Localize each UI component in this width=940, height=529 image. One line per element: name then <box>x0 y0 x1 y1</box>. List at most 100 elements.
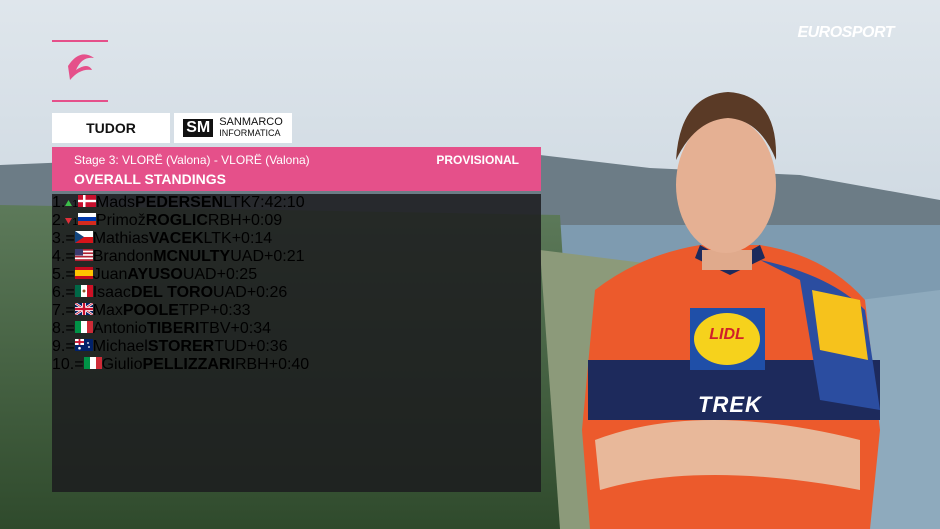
flag-icon <box>77 213 96 225</box>
position-change: = <box>65 230 75 247</box>
time: +0:36 <box>247 338 288 355</box>
sponsor-text: TUDOR <box>86 120 136 136</box>
flag <box>74 230 93 247</box>
flag-icon <box>74 339 93 351</box>
standing-row: 1. 1 MadsPEDERSENLTK7:42:10 <box>52 194 541 212</box>
standing-row: 8.= AntonioTIBERITBV+0:34 <box>52 320 541 338</box>
jersey-team: TREK <box>698 392 762 417</box>
time: +0:26 <box>246 284 288 301</box>
standing-row: 4.= BrandonMCNULTYUAD+0:21 <box>52 248 541 266</box>
flag <box>74 338 93 355</box>
time: +0:34 <box>230 320 272 337</box>
stage-name: Stage 3: VLORË (Valona) - VLORË (Valona) <box>74 153 310 167</box>
time: +0:33 <box>210 302 251 319</box>
last-name: STORER <box>147 338 215 355</box>
rank: 1. <box>52 194 66 211</box>
position-change: 1 <box>72 199 78 210</box>
rank: 2. <box>52 212 66 229</box>
rank: 7. <box>52 302 66 319</box>
time: +0:09 <box>241 212 283 229</box>
jersey-brand: LIDL <box>709 326 745 343</box>
position-change: 1 <box>72 217 78 228</box>
flag <box>74 284 93 301</box>
position-change: = <box>74 356 84 373</box>
rank: 10. <box>52 356 75 373</box>
team: LTK <box>203 230 232 247</box>
standing-row: 3.= MathiasVACEKLTK+0:14 <box>52 230 541 248</box>
trend-arrow <box>65 200 73 206</box>
standing-row: 9.= MichaelSTORERTUD+0:36 <box>52 338 541 356</box>
first-name: Max <box>92 302 123 319</box>
first-name: Mathias <box>92 230 149 247</box>
position-change: = <box>65 248 75 265</box>
position-change: = <box>65 266 75 283</box>
flag-icon <box>74 249 93 261</box>
time: +0:21 <box>264 248 305 265</box>
trend-arrow <box>65 218 73 224</box>
first-name: Brandon <box>92 248 154 265</box>
position-change: = <box>65 338 75 355</box>
first-name: Isaac <box>92 284 131 301</box>
team: UAD <box>182 266 217 283</box>
last-name: POOLE <box>122 302 179 319</box>
time: +0:25 <box>216 266 258 283</box>
standing-row: 10.= GiulioPELLIZZARIRBH+0:40 <box>52 356 541 374</box>
flag-icon <box>74 267 93 279</box>
position-change: = <box>65 284 75 301</box>
flag <box>77 212 96 229</box>
flag-icon <box>74 285 93 297</box>
rank: 9. <box>52 338 66 355</box>
flag <box>74 248 93 265</box>
time: +0:14 <box>231 230 273 247</box>
sponsor-sanmarco: SM SANMARCO INFORMATICA <box>174 113 292 143</box>
rank: 8. <box>52 320 66 337</box>
team: RBH <box>207 212 242 229</box>
standing-row: 6.= IsaacDEL TOROUAD+0:26 <box>52 284 541 302</box>
flag-icon <box>74 321 93 333</box>
flag-icon <box>77 195 96 207</box>
position-change: = <box>65 302 75 319</box>
last-name: PEDERSEN <box>135 194 224 211</box>
last-name: DEL TORO <box>130 284 214 301</box>
sponsor-tudor: TUDOR <box>52 113 170 143</box>
rank: 6. <box>52 284 66 301</box>
last-name: TIBERI <box>146 320 200 337</box>
team: TPP <box>178 302 211 319</box>
sponsor-name-block: SANMARCO INFORMATICA <box>219 117 283 139</box>
flag-icon <box>83 357 102 369</box>
flag-icon <box>74 302 94 316</box>
flag-icon <box>74 231 93 243</box>
flag <box>77 194 96 211</box>
last-name: MCNULTY <box>153 248 231 265</box>
giro-logo <box>52 40 108 104</box>
standing-row: 5.= JuanAYUSOUAD+0:25 <box>52 266 541 284</box>
last-name: AYUSO <box>127 266 183 283</box>
giro-logo-icon <box>52 40 108 102</box>
flag <box>83 356 102 373</box>
team: LTK <box>223 194 252 211</box>
team: RBH <box>234 356 269 373</box>
rank: 5. <box>52 266 66 283</box>
last-name: VACEK <box>148 230 204 247</box>
standings-title: OVERALL STANDINGS <box>74 171 226 187</box>
sponsor-text: INFORMATICA <box>219 128 281 138</box>
trend-icon <box>65 194 73 211</box>
standing-row: 2. 1 PrimožROGLICRBH+0:09 <box>52 212 541 230</box>
first-name: Mads <box>95 194 136 211</box>
standing-row: 7.= MaxPOOLETPP+0:33 <box>52 302 541 320</box>
team: TBV <box>199 320 231 337</box>
first-name: Michael <box>92 338 148 355</box>
team: UAD <box>213 284 247 301</box>
first-name: Primož <box>95 212 146 229</box>
standings-header: Stage 3: VLORË (Valona) - VLORË (Valona)… <box>52 147 541 191</box>
trend-icon <box>65 212 73 229</box>
last-name: ROGLIC <box>145 212 208 229</box>
standings-table: 1. 1 MadsPEDERSENLTK7:42:10 2. 1 PrimožROGLIC… <box>52 194 541 492</box>
rank: 3. <box>52 230 66 247</box>
time: +0:40 <box>268 356 310 373</box>
flag <box>74 266 93 283</box>
flag <box>74 320 93 337</box>
sponsor-mark: SM <box>183 119 214 137</box>
